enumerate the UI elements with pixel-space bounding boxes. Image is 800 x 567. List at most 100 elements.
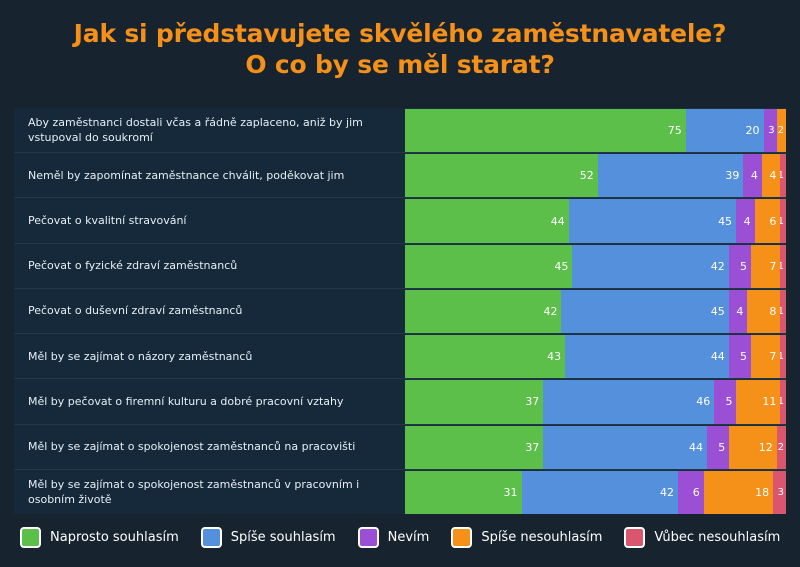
bar-segment: 31 — [405, 470, 522, 514]
bar-segment-value: 75 — [667, 124, 682, 138]
legend-item[interactable]: Spíše nesouhlasím — [451, 526, 603, 548]
bar-segment-value: 3 — [768, 125, 775, 137]
chart-row: Neměl by zapomínat zaměstnance chválit, … — [14, 153, 786, 199]
bar-segment-value: 8 — [769, 304, 777, 318]
legend-swatch-icon — [624, 526, 646, 548]
chart-row-bar: 44 45 4 6 1 — [405, 198, 786, 243]
bar-segment-value: 42 — [659, 485, 674, 499]
bar-segment-value: 1 — [780, 260, 784, 272]
chart-row: Měl by se zajímat o názory zaměstnanců 43… — [14, 334, 786, 380]
page-title-line-1: Jak si představujete skvělého zaměstnava… — [73, 19, 727, 48]
bar-segment: 4 — [743, 154, 762, 198]
chart-row: Pečovat o kvalitní stravování 44 45 4 6 1 — [14, 198, 786, 244]
chart-row-label: Pečovat o fyzické zdraví zaměstnanců — [14, 243, 405, 288]
stacked-bar-chart: Aby zaměstnanci dostali včas a řádně zap… — [14, 108, 787, 514]
bar-segment-value: 43 — [547, 350, 562, 364]
chart-row-label: Měl by se zajímat o spokojenost zaměstna… — [14, 424, 405, 469]
bar-segment-value: 6 — [769, 214, 777, 228]
chart-row-label: Pečovat o duševní zdraví zaměstnanců — [14, 288, 405, 334]
bar-segment-value: 37 — [525, 440, 540, 454]
bar-segment-value: 11 — [762, 395, 777, 409]
bar-segment: 3 — [773, 470, 786, 514]
bar-segment: 4 — [736, 199, 755, 243]
bar-segment: 5 — [714, 380, 737, 424]
bar-segment-value: 52 — [579, 169, 594, 183]
bar-segment-value: 45 — [710, 304, 725, 318]
bar-segment: 44 — [565, 335, 729, 379]
bar-segment: 6 — [754, 199, 781, 243]
bar-segment-value: 2 — [777, 441, 785, 453]
bar-segment: 75 — [405, 109, 686, 153]
bar-segment: 1 — [780, 380, 787, 424]
chart-row-bar: 37 46 5 11 1 — [405, 379, 787, 424]
bar-segment-value: 5 — [725, 395, 733, 409]
bar-segment: 11 — [736, 380, 781, 424]
legend-item-label: Spíše nesouhlasím — [481, 529, 603, 545]
bar-segment-value: 4 — [769, 169, 777, 183]
bar-segment-value: 2 — [777, 125, 784, 137]
bar-segment: 5 — [728, 335, 751, 379]
bar-segment: 45 — [405, 244, 573, 288]
bar-segment: 4 — [728, 289, 748, 334]
bar-segment-value: 45 — [718, 214, 733, 228]
bar-segment-value: 5 — [739, 350, 747, 364]
bar-segment-value: 44 — [689, 440, 704, 454]
bar-segment: 3 — [763, 109, 777, 153]
chart-row-bar: 43 44 5 7 1 — [405, 334, 786, 379]
bar-segment-value: 4 — [736, 304, 744, 318]
chart-row-label: Pečovat o kvalitní stravování — [14, 198, 405, 243]
legend-swatch-icon — [357, 526, 379, 548]
bar-segment-value: 12 — [758, 440, 773, 454]
chart-row-label: Měl by se zajímat o spokojenost zaměstna… — [14, 469, 405, 514]
bar-segment-value: 6 — [692, 485, 700, 499]
legend-item-label: Naprosto souhlasím — [50, 529, 179, 545]
bar-segment-value: 44 — [550, 214, 565, 228]
legend-item[interactable]: Spíše souhlasím — [200, 526, 336, 548]
bar-segment: 52 — [405, 154, 598, 198]
bar-segment: 4 — [761, 154, 781, 198]
chart-row: Měl by se zajímat o spokojenost zaměstna… — [14, 469, 786, 514]
bar-segment-value: 4 — [750, 169, 758, 183]
page-title-line-2: O co by se měl starat? — [245, 50, 555, 79]
bar-segment: 2 — [776, 109, 786, 153]
page-title: Jak si představujete skvělého zaměstnava… — [0, 0, 800, 80]
bar-segment: 44 — [543, 425, 708, 469]
bar-segment-value: 31 — [503, 485, 518, 499]
bar-segment-value: 1 — [780, 170, 784, 182]
bar-segment: 7 — [750, 335, 781, 379]
bar-segment: 8 — [747, 289, 781, 334]
bar-segment: 5 — [707, 425, 730, 469]
bar-segment-value: 1 — [780, 351, 784, 363]
chart-row: Aby zaměstnanci dostali včas a řádně zap… — [14, 108, 786, 154]
bar-segment: 37 — [405, 380, 544, 424]
bar-segment: 7 — [750, 244, 781, 288]
bar-segment: 46 — [543, 380, 715, 424]
bar-segment: 6 — [677, 470, 704, 514]
chart-row-label: Aby zaměstnanci dostali včas a řádně zap… — [14, 108, 405, 153]
legend-item[interactable]: Nevím — [357, 526, 430, 548]
bar-segment-value: 37 — [525, 395, 540, 409]
chart-row-bar: 42 45 4 8 1 — [405, 288, 786, 334]
legend-item[interactable]: Naprosto souhlasím — [20, 526, 179, 548]
bar-segment: 20 — [685, 109, 764, 153]
legend-item[interactable]: Vůbec nesouhlasím — [624, 526, 780, 548]
chart-row-bar: 31 42 6 18 3 — [405, 469, 786, 514]
chart-row-label: Neměl by zapomínat zaměstnance chválit, … — [14, 153, 405, 198]
legend-swatch-icon — [451, 526, 473, 548]
bar-segment: 43 — [405, 335, 566, 379]
bar-segment: 1 — [780, 335, 786, 379]
chart-row: Pečovat o fyzické zdraví zaměstnanců 45 42… — [14, 243, 786, 289]
legend-item-label: Nevím — [387, 529, 430, 545]
chart-row: Pečovat o duševní zdraví zaměstnanců 42 45… — [14, 288, 786, 335]
bar-segment: 12 — [729, 425, 777, 469]
bar-segment: 45 — [561, 289, 729, 334]
bar-segment: 45 — [568, 199, 737, 243]
bar-segment: 18 — [703, 470, 774, 514]
legend-swatch-icon — [20, 526, 41, 548]
bar-segment-value: 1 — [780, 396, 785, 408]
chart-row-bar: 75 20 3 2 — [405, 108, 786, 153]
bar-segment-value: 44 — [710, 350, 725, 364]
bar-segment: 42 — [572, 244, 729, 288]
chart-row: Měl by se zajímat o spokojenost zaměstna… — [14, 424, 787, 470]
chart-row-bar: 52 39 4 4 1 — [405, 153, 786, 198]
